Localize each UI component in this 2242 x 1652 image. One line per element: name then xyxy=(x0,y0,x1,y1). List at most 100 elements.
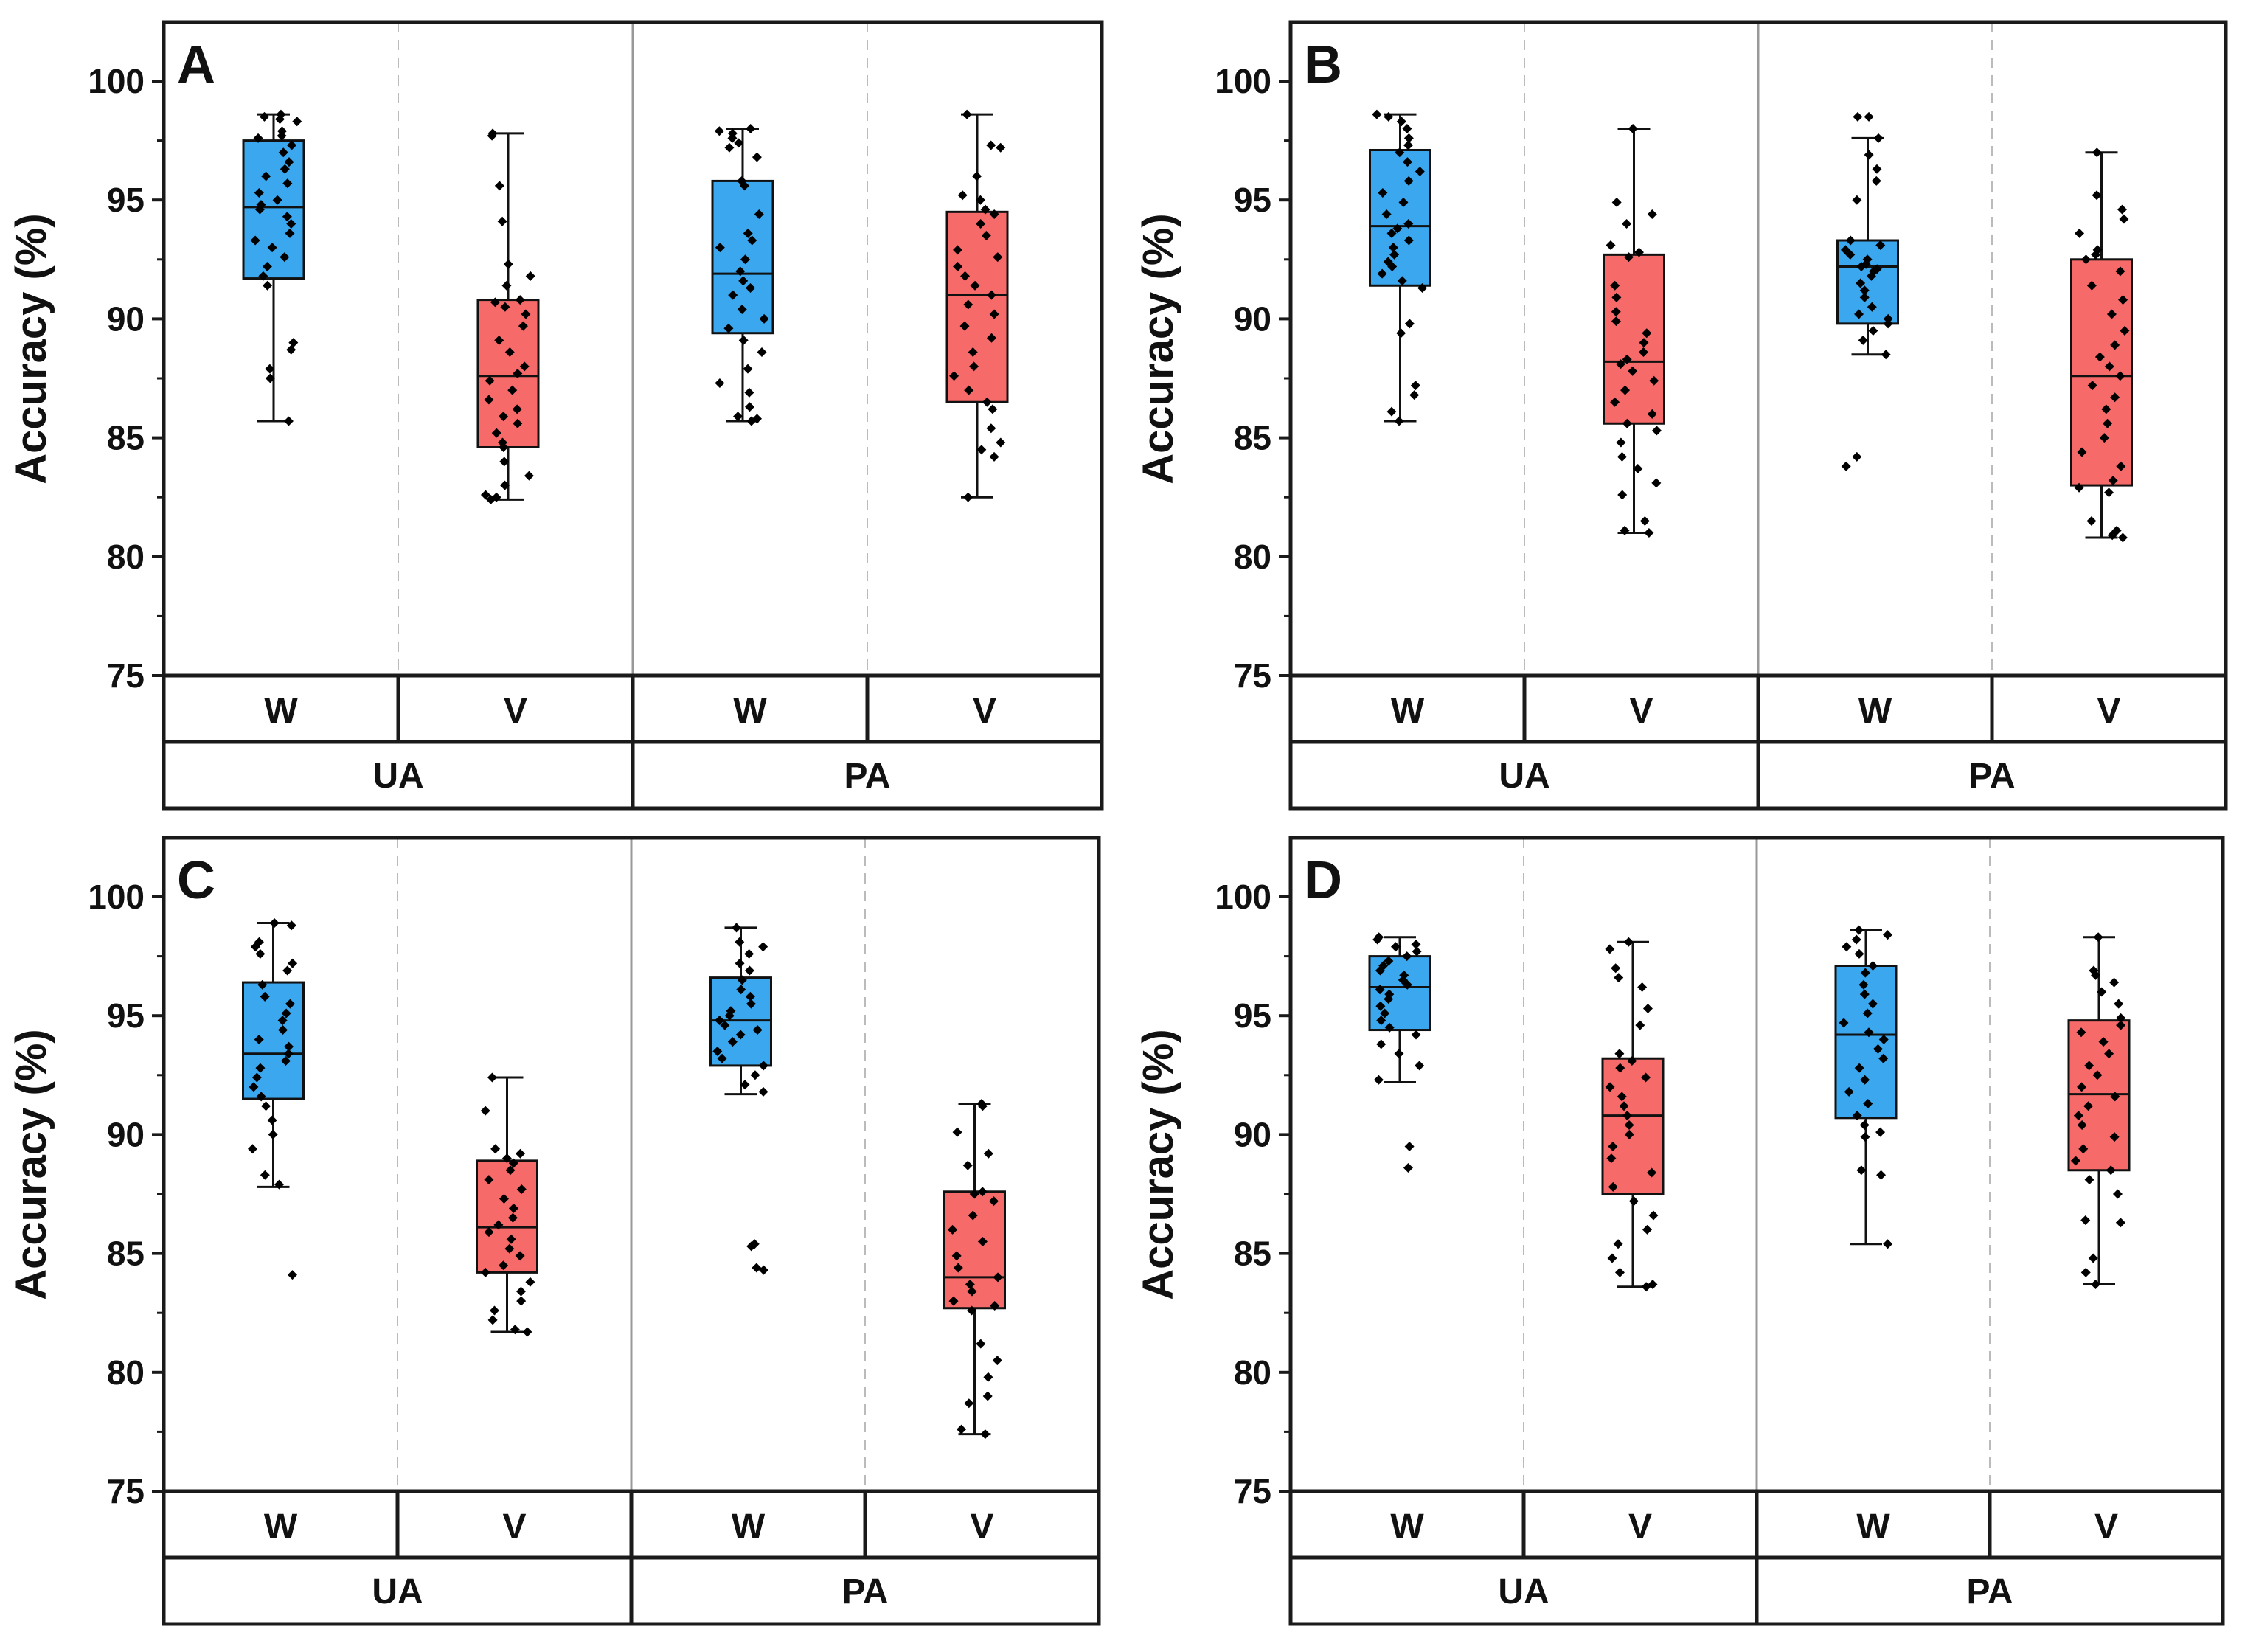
data-point xyxy=(2086,280,2097,291)
data-point xyxy=(1639,338,1649,348)
subgroup-label-w: W xyxy=(1856,1507,1890,1547)
data-point xyxy=(759,313,769,324)
data-point xyxy=(986,423,996,434)
box-iqr xyxy=(1834,964,1898,1120)
data-point xyxy=(1377,268,1387,279)
data-point xyxy=(1384,994,1394,1004)
y-tick-label: 80 xyxy=(1234,1353,1271,1392)
box-ua-w xyxy=(1369,109,1431,426)
y-tick-label: 80 xyxy=(1234,538,1271,576)
data-point xyxy=(965,1280,975,1290)
data-point xyxy=(2070,1156,2080,1166)
data-point xyxy=(1606,1153,1617,1164)
box-iqr xyxy=(1836,239,1899,325)
data-point xyxy=(493,1220,504,1230)
data-point xyxy=(2097,987,2107,997)
data-point xyxy=(261,171,271,181)
y-tick-label: 80 xyxy=(107,1353,145,1392)
subgroup-label-v: V xyxy=(502,1507,526,1547)
data-point xyxy=(1384,1022,1395,1032)
data-point xyxy=(500,480,510,490)
data-point xyxy=(1611,292,1622,302)
data-point xyxy=(1860,1132,1870,1142)
data-point xyxy=(715,243,725,253)
data-point xyxy=(274,114,285,125)
subgroup-label-w: W xyxy=(1391,692,1425,731)
data-point xyxy=(1845,235,1856,246)
data-point xyxy=(506,1234,516,1244)
y-tick-label: 80 xyxy=(107,538,145,576)
data-point xyxy=(969,361,979,372)
y-tick-label: 95 xyxy=(107,996,145,1035)
panel-d: 75 80 85 90 95 100 Accuracy (%) D W V W V UA PA xyxy=(1134,836,2225,1626)
y-axis-title: Accuracy (%) xyxy=(7,213,55,484)
data-point xyxy=(268,1129,278,1139)
data-point xyxy=(2080,254,2091,265)
data-point xyxy=(487,131,497,141)
data-point xyxy=(746,416,757,426)
data-point xyxy=(972,171,982,181)
data-point xyxy=(1844,1086,1854,1097)
data-point xyxy=(1858,979,1869,990)
data-point xyxy=(1854,1063,1864,1073)
data-point xyxy=(1415,1061,1425,1071)
data-point xyxy=(727,133,738,143)
y-axis-title: Accuracy (%) xyxy=(1134,1029,1182,1299)
data-point xyxy=(2094,352,2105,362)
group-label-ua: UA xyxy=(372,1572,423,1611)
data-point xyxy=(2084,1175,2094,1185)
data-point xyxy=(288,338,299,348)
data-point xyxy=(1637,982,1648,993)
data-point xyxy=(2106,309,2117,319)
data-point xyxy=(977,1236,988,1246)
data-point xyxy=(2073,1111,2083,1121)
y-tick-label: 100 xyxy=(88,62,145,100)
data-point xyxy=(1617,490,1628,500)
data-point xyxy=(490,297,500,308)
data-point xyxy=(2103,487,2114,498)
data-point xyxy=(1628,1196,1639,1207)
data-point xyxy=(2119,214,2129,224)
data-point xyxy=(746,1241,757,1252)
data-point xyxy=(499,412,509,422)
box-ua-w xyxy=(242,109,305,426)
group-label-pa: PA xyxy=(844,757,890,796)
data-point xyxy=(1651,478,1662,488)
data-point xyxy=(757,347,767,358)
box-ua-v xyxy=(476,1072,538,1337)
data-point xyxy=(989,451,999,462)
box-pa-w xyxy=(711,123,774,426)
data-point xyxy=(1614,1267,1625,1277)
data-point xyxy=(727,1037,738,1047)
data-point xyxy=(1610,397,1620,407)
data-point xyxy=(484,1175,494,1185)
data-point xyxy=(499,442,509,452)
data-point xyxy=(2107,530,2117,541)
data-point xyxy=(1644,528,1654,538)
y-tick-label: 100 xyxy=(88,878,145,916)
box-ua-v xyxy=(1601,937,1665,1292)
y-tick-label: 75 xyxy=(107,656,145,695)
data-point xyxy=(1617,451,1627,462)
data-point xyxy=(714,126,724,136)
data-point xyxy=(1381,209,1392,220)
data-point xyxy=(1415,167,1425,177)
y-tick-label: 100 xyxy=(1215,878,1271,916)
data-point xyxy=(1611,316,1621,327)
data-point xyxy=(967,1305,977,1316)
data-point xyxy=(2112,1189,2123,1199)
data-point xyxy=(744,965,754,976)
y-tick-label: 85 xyxy=(1234,419,1271,457)
data-point xyxy=(990,1301,1000,1311)
data-point xyxy=(953,261,963,271)
data-point xyxy=(480,490,490,500)
data-point xyxy=(1859,989,1870,999)
data-point xyxy=(1403,176,1414,186)
group-label-pa: PA xyxy=(1966,1572,2013,1611)
data-point xyxy=(1867,960,1878,971)
data-point xyxy=(254,1034,264,1044)
data-point xyxy=(1622,218,1632,229)
data-point xyxy=(1883,930,1893,940)
data-point xyxy=(959,321,970,331)
